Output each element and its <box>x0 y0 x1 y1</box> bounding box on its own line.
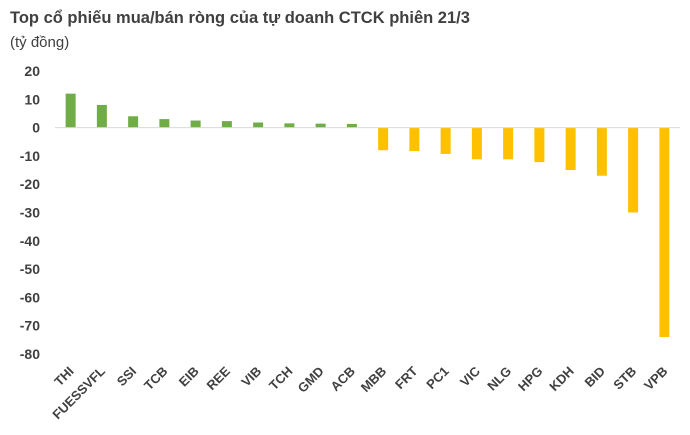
x-tick-label: STB <box>610 364 639 393</box>
bar-acb <box>346 123 357 128</box>
y-tick-label: -70 <box>20 318 40 334</box>
bar-stb <box>628 127 639 213</box>
bar-ree <box>221 121 232 128</box>
y-tick-label: 20 <box>24 63 40 79</box>
x-tick-label: MBB <box>358 364 390 396</box>
bar-tcb <box>159 119 170 128</box>
y-tick-label: 10 <box>24 91 40 107</box>
x-tick-label: BID <box>582 364 608 390</box>
chart-title: Top cổ phiếu mua/bán ròng của tự doanh C… <box>10 9 470 27</box>
bar-vic <box>471 127 482 160</box>
x-tick-label: GMD <box>295 364 327 396</box>
y-tick-label: -10 <box>20 148 40 164</box>
x-tick-label: ACB <box>327 364 358 395</box>
y-tick-label: -20 <box>20 176 40 192</box>
bar-tch <box>284 123 295 128</box>
x-tick-label: HPG <box>515 364 546 395</box>
x-tick-label: PC1 <box>423 364 451 392</box>
x-tick-label: EIB <box>176 364 202 390</box>
bar-bid <box>596 127 607 176</box>
bar-gmd <box>315 123 326 128</box>
y-tick-label: -80 <box>20 346 40 362</box>
bar-hpg <box>534 127 545 163</box>
bar-nlg <box>503 127 514 160</box>
bar-vib <box>253 122 264 128</box>
x-tick-label: NLG <box>484 364 514 394</box>
bars <box>65 93 670 338</box>
bar-fuessvfl <box>96 104 107 128</box>
y-tick-label: -40 <box>20 233 40 249</box>
bar-ssi <box>128 116 139 128</box>
x-tick-label: VIB <box>238 364 264 390</box>
x-tick-label: REE <box>203 363 233 393</box>
chart-unit: (tỷ đồng) <box>10 34 70 51</box>
bar-thi <box>65 93 76 128</box>
x-tick-label: VPB <box>641 364 671 394</box>
bar-pc1 <box>440 127 451 154</box>
x-tick-label: FRT <box>392 363 421 392</box>
y-axis-ticks: 20 10 0 -10 -20 -30 -40 -50 -60 -70 -80 <box>20 63 40 362</box>
y-tick-label: -60 <box>20 289 40 305</box>
x-tick-label: VIC <box>457 363 483 389</box>
x-tick-label: SSI <box>114 364 139 389</box>
x-tick-label: THI <box>51 364 76 389</box>
bar-mbb <box>378 127 389 151</box>
x-tick-label: KDH <box>546 364 577 395</box>
bar-kdh <box>565 127 576 171</box>
bar-eib <box>190 120 201 128</box>
bar-vpb <box>659 127 670 338</box>
y-tick-label: 0 <box>32 120 40 136</box>
x-tick-label: TCB <box>141 364 170 393</box>
y-tick-label: -30 <box>20 205 40 221</box>
y-tick-label: -50 <box>20 261 40 277</box>
bar-frt <box>409 127 420 152</box>
x-tick-label: TCH <box>266 364 295 393</box>
